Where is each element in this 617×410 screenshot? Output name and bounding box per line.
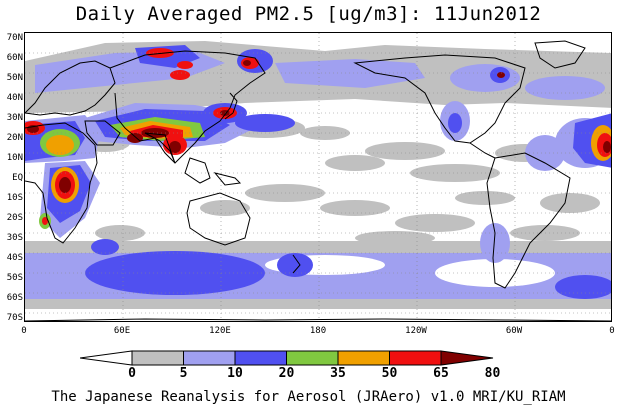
lon-label: 180	[309, 326, 327, 336]
greenland-coastline	[534, 40, 586, 69]
lat-label: 10S	[6, 193, 23, 203]
india-maroon	[169, 141, 181, 153]
mexico-blue	[448, 113, 462, 133]
lat-label: 40S	[6, 253, 23, 263]
asia-coastline	[109, 50, 266, 164]
lat-label: 60N	[6, 53, 23, 63]
colorbar-segment	[389, 350, 442, 366]
se-asia-coastline	[184, 157, 242, 186]
colorbar-right-triangle	[440, 350, 494, 366]
lon-label: 120W	[405, 326, 427, 336]
north-pacific-lavender	[275, 59, 425, 88]
central-america-coastline	[469, 142, 496, 159]
south-atlantic-gap	[435, 259, 555, 287]
colorbar-left-triangle	[80, 350, 133, 366]
gray-patch	[200, 200, 250, 216]
north-atlantic-lavender	[525, 76, 605, 100]
gray-patch	[325, 155, 385, 171]
middle-east-maroon	[127, 133, 143, 143]
colorbar-level-label: 65	[433, 366, 449, 381]
gray-patch	[540, 193, 600, 213]
map-frame	[24, 32, 612, 322]
lat-label: 30N	[6, 113, 23, 123]
africa-coastline	[25, 122, 98, 244]
colorbar-segment	[131, 350, 184, 366]
colorbar	[80, 350, 494, 366]
lon-label: 0	[609, 326, 615, 336]
map-title: Daily Averaged PM2.5 [ug/m3]: 11Jun2012	[75, 3, 542, 25]
colorbar-level-label: 5	[179, 366, 188, 381]
colorbar-level-label: 20	[278, 366, 295, 381]
colorbar-level-label: 10	[227, 366, 243, 381]
credit-line: The Japanese Reanalysis for Aerosol (JRA…	[51, 389, 566, 405]
gray-patch	[365, 142, 445, 160]
central-africa-maroon	[59, 177, 71, 193]
lat-label: 40N	[6, 93, 23, 103]
kamchatka-maroon	[243, 60, 251, 66]
west-pacific-blue	[235, 114, 295, 132]
gray-patch	[455, 191, 515, 205]
west-africa-maroon-east	[603, 141, 611, 153]
gray-patch	[395, 214, 475, 232]
colorbar-level-label: 0	[128, 366, 136, 381]
lat-label: 20S	[6, 213, 23, 223]
gray-patch	[410, 164, 500, 182]
pm25-map	[25, 33, 611, 321]
europe-coastline	[25, 60, 116, 116]
lon-label: 120E	[209, 326, 231, 336]
colorbar-level-label: 80	[484, 366, 501, 381]
india-coastline	[144, 132, 176, 164]
lon-label: 60W	[505, 326, 523, 336]
lat-label: 10N	[6, 153, 23, 163]
colorbar-segment	[234, 350, 287, 366]
canada-maroon	[497, 72, 505, 78]
antarctic-gray-edge	[25, 299, 611, 309]
lat-label: 50N	[6, 73, 23, 83]
colorbar-segment	[183, 350, 236, 366]
lat-label: 70N	[6, 33, 23, 43]
australia-coastline	[186, 192, 251, 246]
lat-label: 70S	[6, 313, 23, 323]
china-maroon	[141, 128, 169, 138]
lon-label: 0	[21, 326, 27, 336]
arabia-coastline	[84, 120, 121, 146]
colorbar-segment	[337, 350, 390, 366]
south-america-coastline	[486, 152, 571, 289]
colorbar-segment	[286, 350, 339, 366]
lon-label: 60E	[113, 326, 131, 336]
gray-patch	[320, 200, 390, 216]
gray-patch	[95, 225, 145, 241]
siberia-red-c	[170, 70, 190, 80]
japan-coastline	[224, 92, 238, 120]
lat-label: 20N	[6, 133, 23, 143]
colorbar-level-label: 35	[330, 366, 346, 381]
indian-ocean-blue	[85, 251, 265, 295]
gray-patch	[355, 231, 435, 245]
lat-label: 50S	[6, 273, 23, 283]
new-zealand-blue	[277, 253, 313, 277]
north-america-lavender	[450, 64, 520, 92]
south-america-lavender	[480, 223, 510, 263]
colorbar-level-label: 50	[381, 366, 398, 381]
mozambique-blue	[91, 239, 119, 255]
north-america-coastline	[353, 54, 526, 144]
lat-label: EQ	[12, 173, 23, 183]
southern-gray-edge	[25, 241, 611, 253]
lat-label: 60S	[6, 293, 23, 303]
lat-label: 30S	[6, 233, 23, 243]
new-zealand-coastline	[292, 254, 301, 274]
sahel-orange	[46, 135, 74, 155]
angola-red	[42, 217, 48, 225]
siberia-red-b	[177, 61, 193, 69]
antarctica-coastline	[25, 318, 611, 321]
